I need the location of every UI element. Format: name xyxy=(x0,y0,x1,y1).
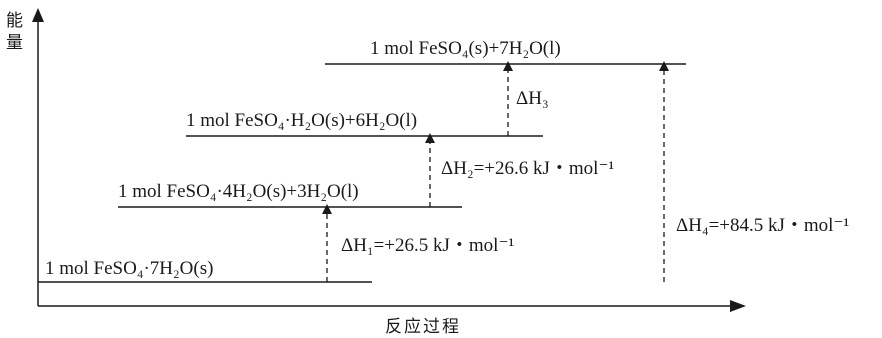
level-label-feso4-h2o: 1 mol FeSO₄·H₂O(s)+6H₂O(l) xyxy=(186,110,417,131)
x-axis-label: 反应过程 xyxy=(385,317,461,337)
transition-label-dh4: ΔH₄=+84.5 kJ・mol⁻¹ xyxy=(676,215,849,236)
transition-label-dh1: ΔH₁=+26.5 kJ・mol⁻¹ xyxy=(341,235,514,256)
transition-label-dh3: ΔH₃ xyxy=(516,88,549,109)
level-label-feso4: 1 mol FeSO₄(s)+7H₂O(l) xyxy=(370,38,561,59)
y-axis-label-char-2: 量 xyxy=(6,33,23,53)
y-axis-label-char-1: 能 xyxy=(6,11,23,31)
transition-label-dh2: ΔH₂=+26.6 kJ・mol⁻¹ xyxy=(441,158,614,179)
level-label-feso4-7h2o: 1 mol FeSO₄·7H₂O(s) xyxy=(45,258,213,279)
y-axis-arrow-icon xyxy=(32,8,44,22)
x-axis-arrow-icon xyxy=(730,300,746,312)
level-label-feso4-4h2o: 1 mol FeSO₄·4H₂O(s)+3H₂O(l) xyxy=(118,181,359,202)
